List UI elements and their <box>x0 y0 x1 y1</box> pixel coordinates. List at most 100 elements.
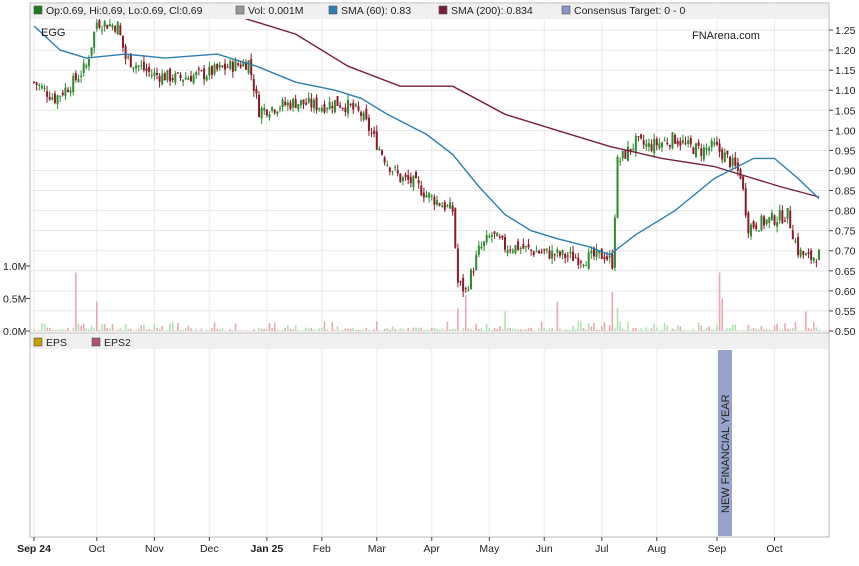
volume-bar <box>122 330 124 331</box>
candle-body <box>666 142 669 144</box>
volume-bar <box>357 329 360 331</box>
volume-bar <box>245 330 247 331</box>
candle-body <box>765 219 768 225</box>
candle-body <box>815 261 818 263</box>
eps-panel <box>29 332 830 538</box>
candle-body <box>655 138 658 146</box>
candle-body <box>538 251 541 254</box>
candle-body <box>258 94 261 118</box>
candle-body <box>582 264 585 266</box>
volume-bar <box>658 330 661 331</box>
candle-body <box>776 222 779 227</box>
volume-bar <box>281 330 284 331</box>
volume-bar <box>119 327 122 331</box>
sma60-line <box>33 25 820 256</box>
volume-bar <box>637 330 640 331</box>
candle-body <box>344 107 347 113</box>
candle-body <box>187 77 190 80</box>
price-tick-label: 0.65 <box>835 266 856 278</box>
candle-body <box>509 249 512 251</box>
candle-body <box>595 249 598 257</box>
candle-body <box>278 108 281 110</box>
x-axis-label: Oct <box>89 543 105 555</box>
candle-body <box>679 140 682 146</box>
volume-bar <box>90 325 93 331</box>
volume-bar <box>556 301 559 331</box>
volume-bar <box>263 328 266 331</box>
candle-body <box>689 137 692 145</box>
candle-body <box>381 150 384 155</box>
volume-bar <box>305 327 307 331</box>
volume-bar <box>750 328 752 331</box>
candle-body <box>247 60 250 73</box>
legend-swatch <box>438 5 448 15</box>
volume-bar <box>676 325 679 331</box>
volume-bar <box>653 324 655 331</box>
volume-bar <box>650 328 653 331</box>
volume-bar <box>341 329 344 331</box>
candle-body <box>252 79 255 91</box>
price-tick-label: 0.95 <box>835 145 856 157</box>
volume-bar <box>705 328 708 331</box>
candle-body <box>551 250 554 259</box>
candle-body <box>114 26 117 32</box>
candle-body <box>234 60 237 71</box>
candle-body <box>435 200 438 205</box>
candle-body <box>661 142 663 148</box>
volume-bar <box>527 328 530 331</box>
volume-bar <box>614 328 616 331</box>
volume-bar <box>232 329 234 331</box>
volume-bar <box>135 330 137 331</box>
volume-bar <box>655 327 658 331</box>
volume-bar <box>483 330 485 331</box>
volume-bar <box>268 323 271 331</box>
volume-bar <box>467 328 470 331</box>
candle-body <box>155 72 158 75</box>
legend-swatch <box>328 5 338 15</box>
eps-legend-item: EPS <box>46 337 67 349</box>
price-tick-label: 0.75 <box>835 226 856 238</box>
candle-body <box>749 224 752 237</box>
volume-bar <box>441 328 443 331</box>
candle-body <box>388 167 391 172</box>
candle-body <box>260 107 263 119</box>
price-tick-label: 0.70 <box>835 246 856 258</box>
candle-body <box>438 203 441 206</box>
volume-bar <box>130 328 132 331</box>
candle-body <box>74 73 77 80</box>
candle-body <box>626 146 629 161</box>
candle-body <box>428 192 431 198</box>
candle-body <box>286 102 289 106</box>
volume-tick-label: 0.0M <box>3 326 26 338</box>
candle-body <box>77 79 80 82</box>
candle-body <box>40 86 43 89</box>
candle-body <box>367 117 370 131</box>
candle-body <box>339 105 342 108</box>
candle-body <box>768 217 771 223</box>
candle-body <box>804 253 807 256</box>
legend-swatch <box>561 5 571 15</box>
candle-body <box>608 255 611 258</box>
volume-bar <box>601 326 603 331</box>
candle-body <box>129 53 132 68</box>
volume-bar <box>493 327 496 331</box>
x-axis-label: May <box>479 543 500 555</box>
candle-body <box>524 246 527 248</box>
volume-bar <box>593 322 595 331</box>
volume-bar <box>559 328 561 331</box>
candle-body <box>506 249 509 254</box>
candle-body <box>208 66 211 76</box>
eps-legend-bar <box>31 334 828 349</box>
volume-bar <box>815 327 818 331</box>
volume-bar <box>509 327 512 331</box>
candle-body <box>770 212 773 220</box>
candle-body <box>205 76 208 81</box>
volume-bar <box>546 330 548 331</box>
price-tick-label: 0.85 <box>835 186 856 198</box>
volume-bar <box>80 325 82 331</box>
candle-body <box>687 140 690 145</box>
candle-body <box>708 148 711 151</box>
volume-bar <box>124 323 127 331</box>
x-axis-label: Sep 24 <box>17 543 51 555</box>
